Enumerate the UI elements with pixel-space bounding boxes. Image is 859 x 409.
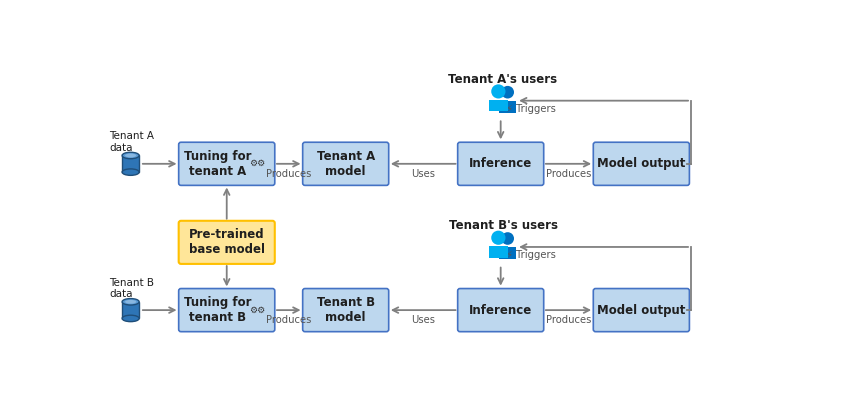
Polygon shape	[122, 155, 139, 172]
FancyBboxPatch shape	[179, 289, 275, 332]
Polygon shape	[489, 100, 508, 111]
FancyBboxPatch shape	[179, 221, 275, 264]
Ellipse shape	[125, 300, 137, 303]
FancyBboxPatch shape	[458, 142, 544, 185]
Text: ⚡ Triggers: ⚡ Triggers	[506, 104, 556, 114]
FancyBboxPatch shape	[179, 142, 275, 185]
Circle shape	[491, 84, 505, 99]
Text: ⚡ Triggers: ⚡ Triggers	[506, 250, 556, 261]
Ellipse shape	[122, 299, 139, 305]
Text: Inference: Inference	[469, 157, 533, 170]
Text: Produces: Produces	[266, 315, 312, 325]
Ellipse shape	[122, 152, 139, 159]
Text: Tuning for
tenant A: Tuning for tenant A	[184, 150, 251, 178]
Text: Pre-trained
base model: Pre-trained base model	[189, 228, 265, 256]
Text: Tenant B
model: Tenant B model	[317, 296, 375, 324]
Text: Tenant B
data: Tenant B data	[109, 278, 154, 299]
Text: Tuning for
tenant B: Tuning for tenant B	[184, 296, 251, 324]
Ellipse shape	[122, 169, 139, 175]
Circle shape	[491, 231, 505, 245]
Polygon shape	[489, 246, 508, 258]
Text: Produces: Produces	[266, 169, 312, 179]
Polygon shape	[499, 101, 516, 113]
Text: ⚙⚙: ⚙⚙	[250, 160, 265, 169]
FancyBboxPatch shape	[302, 289, 389, 332]
Circle shape	[502, 232, 514, 245]
Polygon shape	[122, 302, 139, 319]
Polygon shape	[499, 247, 516, 259]
Text: Uses: Uses	[411, 315, 436, 325]
Text: Model output: Model output	[597, 303, 685, 317]
Text: Inference: Inference	[469, 303, 533, 317]
Ellipse shape	[125, 154, 137, 157]
FancyBboxPatch shape	[594, 142, 690, 185]
Text: Tenant A's users: Tenant A's users	[448, 73, 557, 85]
Text: Tenant A
data: Tenant A data	[109, 131, 154, 153]
Ellipse shape	[122, 315, 139, 321]
FancyBboxPatch shape	[458, 289, 544, 332]
Text: ⚙⚙: ⚙⚙	[250, 306, 265, 315]
Text: Produces: Produces	[545, 315, 591, 325]
Text: Uses: Uses	[411, 169, 436, 179]
Text: Model output: Model output	[597, 157, 685, 170]
FancyBboxPatch shape	[302, 142, 389, 185]
Text: Produces: Produces	[545, 169, 591, 179]
Text: Tenant B's users: Tenant B's users	[448, 219, 557, 232]
Circle shape	[502, 86, 514, 99]
FancyBboxPatch shape	[594, 289, 690, 332]
Text: Tenant A
model: Tenant A model	[317, 150, 375, 178]
